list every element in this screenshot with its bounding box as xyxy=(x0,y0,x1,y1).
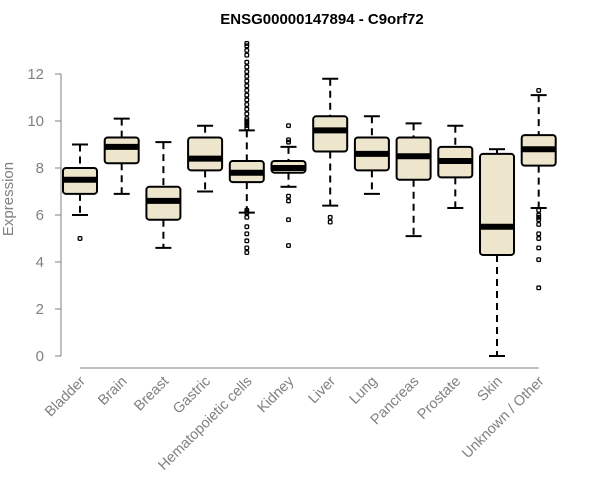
y-tick-label-0: 0 xyxy=(36,348,44,365)
outlier-point xyxy=(244,59,250,65)
outlier-point xyxy=(244,64,250,70)
x-tick-label: Bladder xyxy=(42,373,89,420)
iqr-box xyxy=(312,115,349,153)
outlier-point xyxy=(536,217,542,223)
outlier-point xyxy=(327,219,333,225)
outlier-point xyxy=(244,111,250,117)
box-brain xyxy=(103,117,140,195)
outlier-point xyxy=(536,285,542,291)
box-hematopoietic-cells xyxy=(228,41,265,256)
y-tick-label-2: 2 xyxy=(36,301,44,318)
outlier-point xyxy=(244,106,250,112)
outlier-point xyxy=(244,120,250,126)
outlier-point xyxy=(244,73,250,79)
chart-title: ENSG00000147894 - C9orf72 xyxy=(220,11,423,28)
box-prostate xyxy=(437,124,474,209)
outlier-point xyxy=(244,214,250,220)
outlier-point xyxy=(244,207,250,213)
box-series xyxy=(62,41,557,357)
outlier-point xyxy=(77,236,83,241)
outlier-point xyxy=(536,221,542,227)
outlier-point xyxy=(244,238,250,244)
outlier-point xyxy=(244,97,250,103)
iqr-box xyxy=(103,136,140,165)
box-unknown-other xyxy=(520,88,557,291)
iqr-box xyxy=(479,152,515,256)
box-kidney xyxy=(270,123,307,248)
y-tick-label-10: 10 xyxy=(27,113,44,130)
x-tick-label: Prostate xyxy=(415,374,464,423)
outlier-point xyxy=(244,102,250,107)
outlier-point xyxy=(244,52,250,58)
outlier-point xyxy=(286,193,291,199)
box-skin xyxy=(479,148,515,357)
outlier-point xyxy=(536,257,542,263)
outlier-point xyxy=(244,43,250,49)
outlier-point xyxy=(244,41,250,46)
outlier-point xyxy=(244,116,250,122)
y-tick-label-4: 4 xyxy=(36,254,44,271)
outlier-point xyxy=(286,217,291,223)
outlier-point xyxy=(536,245,542,251)
y-tick-label-12: 12 xyxy=(27,66,44,83)
outlier-point xyxy=(244,123,250,129)
outlier-point xyxy=(244,125,250,131)
outlier-point xyxy=(244,224,250,230)
outlier-point xyxy=(244,118,250,124)
outlier-point xyxy=(244,245,250,251)
outlier-point xyxy=(244,69,250,75)
outlier-point xyxy=(244,78,250,84)
y-tick-label-6: 6 xyxy=(36,207,44,224)
x-tick-label: Liver xyxy=(305,373,339,407)
outlier-point xyxy=(536,207,542,213)
x-tick-label: Skin xyxy=(475,374,506,405)
box-pancreas xyxy=(395,122,432,238)
x-tick-label: Lung xyxy=(347,374,381,408)
y-axis-label: Expression xyxy=(0,162,17,236)
box-liver xyxy=(312,77,349,225)
outlier-point xyxy=(536,231,542,237)
x-tick-label: Kidney xyxy=(255,373,298,416)
outlier-point xyxy=(286,198,291,204)
outlier-point xyxy=(327,214,333,220)
outlier-point xyxy=(244,231,250,237)
outlier-point xyxy=(536,212,542,218)
outlier-point xyxy=(244,83,250,89)
outlier-point xyxy=(286,123,291,129)
outlier-point xyxy=(286,137,291,143)
outlier-point xyxy=(244,88,250,93)
outlier-point xyxy=(244,48,250,53)
box-breast xyxy=(145,141,182,249)
outlier-point xyxy=(536,214,542,220)
outlier-point xyxy=(286,243,291,248)
box-bladder xyxy=(62,143,98,241)
y-axis: 0 2 4 6 8 10 12 xyxy=(27,66,539,369)
x-tick-label: Brain xyxy=(95,374,130,409)
outlier-point xyxy=(536,88,542,93)
outlier-point xyxy=(286,139,291,145)
outlier-point xyxy=(244,92,250,98)
box-gastric xyxy=(187,124,224,193)
box-lung xyxy=(353,115,390,195)
outlier-point xyxy=(536,236,542,241)
iqr-box xyxy=(187,136,224,172)
outlier-point xyxy=(244,210,250,216)
y-tick-label-8: 8 xyxy=(36,160,44,177)
outlier-point xyxy=(244,250,250,256)
x-tick-label: Breast xyxy=(131,374,172,415)
